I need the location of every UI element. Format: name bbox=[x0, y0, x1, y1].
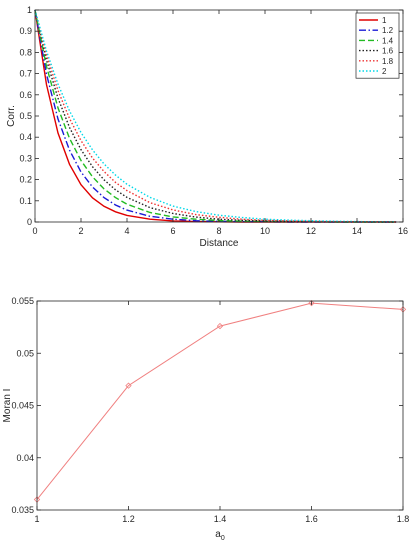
c1-y-tick-label: 0.3 bbox=[19, 153, 32, 163]
c2-y-tick-label: 0.055 bbox=[11, 296, 34, 306]
legend-label: 2 bbox=[382, 67, 387, 76]
moran-x-axis-label-subscript: 0 bbox=[221, 535, 225, 542]
moran-y-ticks: 0.035 0.04 0.045 0.05 0.055 bbox=[11, 296, 403, 515]
c1-x-tick-label: 2 bbox=[78, 226, 83, 236]
c1-y-tick-label: 0.7 bbox=[19, 69, 32, 79]
correlation-legend: 11.21.4 1.61.82 bbox=[355, 12, 400, 79]
c1-x-tick-label: 8 bbox=[216, 226, 221, 236]
c2-x-tick-label: 1 bbox=[34, 514, 39, 524]
c2-y-tick-label: 0.04 bbox=[16, 453, 34, 463]
c2-y-tick-label: 0.045 bbox=[11, 401, 34, 411]
legend-label: 1 bbox=[382, 16, 387, 25]
legend-label: 1.4 bbox=[382, 36, 394, 45]
moran-x-axis-label: a0 bbox=[215, 529, 225, 542]
c1-y-tick-label: 0.5 bbox=[19, 111, 32, 121]
c1-y-tick-label: 0.9 bbox=[19, 26, 32, 36]
c2-x-tick-label: 1.8 bbox=[397, 514, 410, 524]
c2-y-tick-label: 0.05 bbox=[16, 348, 34, 358]
series-line-1-2 bbox=[34, 9, 397, 223]
c1-y-tick-label: 0.6 bbox=[19, 90, 32, 100]
legend-label: 1.2 bbox=[382, 26, 394, 35]
c1-x-tick-label: 12 bbox=[306, 226, 316, 236]
c1-x-tick-label: 16 bbox=[398, 226, 408, 236]
legend-label: 1.6 bbox=[382, 47, 394, 56]
moran-y-axis-label: Moran I bbox=[2, 389, 13, 423]
moran-series-group bbox=[33, 299, 407, 503]
c1-y-tick-label: 0.4 bbox=[19, 132, 32, 142]
c1-y-tick-label: 0.2 bbox=[19, 175, 32, 185]
moran-data-point bbox=[216, 322, 224, 330]
c1-y-tick-label: 0.8 bbox=[19, 47, 32, 57]
correlation-x-axis-label: Distance bbox=[200, 238, 239, 249]
c1-x-tick-label: 4 bbox=[124, 226, 129, 236]
correlation-chart: 0 2 4 6 8 10 12 14 16 00.10.20.30.40.50.60.70.80… bbox=[6, 5, 408, 249]
correlation-x-ticks: 0 2 4 6 8 10 12 14 16 bbox=[32, 10, 408, 236]
moran-x-ticks: 1 1.2 1.4 1.6 1.8 bbox=[34, 301, 409, 524]
moran-data-point bbox=[308, 299, 315, 307]
c1-y-tick-label: 0 bbox=[27, 217, 32, 227]
correlation-y-ticks: 0 0.1 0.2 0.3 0.4 0.5 0.6 0.7 0.8 0.9 1 bbox=[19, 5, 403, 227]
c2-y-tick-label: 0.035 bbox=[11, 505, 34, 515]
correlation-y-axis-label: Corr. bbox=[6, 105, 17, 127]
c1-y-tick-label: 0.1 bbox=[19, 196, 32, 206]
c1-x-tick-label: 6 bbox=[170, 226, 175, 236]
moran-x-axis-label-main: a bbox=[215, 529, 221, 540]
c1-y-tick-label: 1 bbox=[27, 5, 32, 15]
moran-series-line bbox=[36, 302, 404, 500]
legend-box bbox=[355, 12, 400, 79]
c2-x-tick-label: 1.4 bbox=[214, 514, 227, 524]
moran-data-point bbox=[125, 382, 132, 389]
c2-x-tick-label: 1.6 bbox=[305, 514, 318, 524]
c1-x-tick-label: 14 bbox=[352, 226, 362, 236]
c1-x-tick-label: 0 bbox=[32, 226, 37, 236]
series-line-2 bbox=[34, 9, 397, 223]
c2-x-tick-label: 1.2 bbox=[122, 514, 135, 524]
c1-x-tick-label: 10 bbox=[260, 226, 270, 236]
legend-label: 1.8 bbox=[382, 57, 394, 66]
